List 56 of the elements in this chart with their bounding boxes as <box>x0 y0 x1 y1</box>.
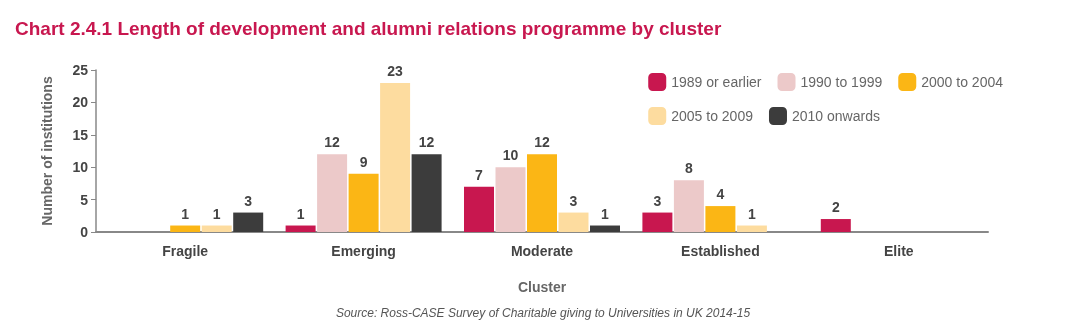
bar <box>820 219 851 232</box>
data-label: 12 <box>534 134 550 151</box>
data-label: 8 <box>685 160 693 177</box>
bar <box>380 82 411 232</box>
bar <box>527 154 557 232</box>
y-tick-label: 5 <box>80 191 89 208</box>
data-label: 1 <box>212 205 221 222</box>
data-label: 3 <box>244 192 253 209</box>
y-axis-title: Number of institutions <box>39 76 55 226</box>
data-label: 12 <box>418 134 435 151</box>
data-label: 9 <box>359 153 368 170</box>
x-tick-label: Elite <box>884 243 914 259</box>
bar <box>348 173 379 232</box>
bar <box>736 225 767 232</box>
data-label: 10 <box>502 147 519 164</box>
data-label: 3 <box>653 192 662 209</box>
x-tick-label: Established <box>681 243 760 259</box>
data-label: 2 <box>831 199 840 216</box>
legend-label: 1989 or earlier <box>671 74 762 90</box>
chart-title: Chart 2.4.1 Length of development and alumni relations programme by cluster <box>15 18 722 39</box>
bar <box>285 225 316 232</box>
bar <box>233 212 264 232</box>
bar <box>642 212 673 232</box>
data-label: 4 <box>716 186 725 203</box>
data-label: 23 <box>387 62 404 79</box>
data-label: 1 <box>296 205 305 222</box>
bar <box>705 206 736 232</box>
bar <box>590 225 620 232</box>
y-tick-label: 20 <box>72 94 89 111</box>
bar <box>201 225 232 232</box>
bar <box>464 186 494 232</box>
bar <box>411 154 442 232</box>
y-tick-label: 0 <box>80 224 89 240</box>
x-tick-label: Moderate <box>510 243 574 259</box>
bar <box>170 225 201 232</box>
data-label: 1 <box>748 205 756 222</box>
bar <box>495 167 526 232</box>
legend-label: 2000 to 2004 <box>921 74 1004 90</box>
data-label: 3 <box>569 192 578 209</box>
x-tick-label: Emerging <box>331 243 396 259</box>
data-label: 7 <box>475 166 484 183</box>
bar <box>558 212 589 232</box>
source-note: Source: Ross-CASE Survey of Charitable giving to Universities in UK 2014-15 <box>335 306 751 320</box>
y-tick-label: 15 <box>72 126 89 143</box>
data-label: 1 <box>601 205 610 222</box>
x-axis-title: Cluster <box>517 279 567 295</box>
data-label: 12 <box>324 134 341 151</box>
y-tick-label: 25 <box>72 62 89 78</box>
legend-label: 2005 to 2009 <box>671 108 754 124</box>
legend-label: 1990 to 1999 <box>800 74 883 90</box>
bar <box>317 154 348 232</box>
y-tick-label: 10 <box>72 159 89 176</box>
x-tick-label: Fragile <box>162 243 209 259</box>
bar <box>673 180 704 232</box>
data-label: 1 <box>181 205 190 222</box>
legend-label: 2010 onwards <box>791 108 880 124</box>
